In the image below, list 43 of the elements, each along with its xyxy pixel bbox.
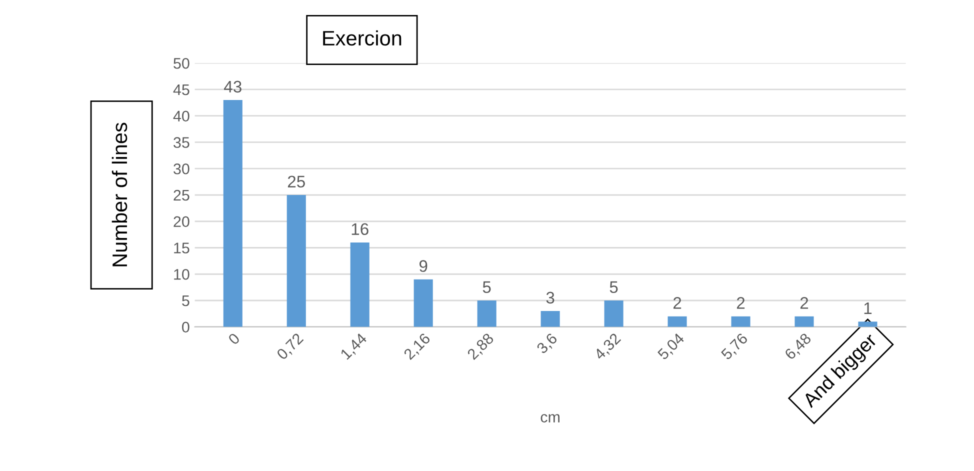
data-label: 2 (736, 297, 745, 309)
bar (794, 316, 814, 327)
data-label: 2 (673, 297, 682, 309)
x-tick-label: 4,32 (593, 332, 622, 362)
x-tick-label: 6,48 (784, 332, 813, 362)
data-label: 5 (482, 281, 491, 294)
x-tick-label: 5,04 (656, 332, 686, 362)
data-label: 25 (288, 176, 305, 188)
bar (731, 316, 750, 327)
bar (604, 300, 624, 327)
y-tick-label: 5 (182, 296, 190, 306)
data-label: 9 (419, 260, 428, 272)
y-tick-label: 45 (173, 84, 190, 96)
data-label: 16 (352, 223, 368, 236)
data-label: 5 (610, 281, 618, 294)
bar (668, 316, 687, 327)
y-tick-label: 15 (174, 242, 190, 254)
x-tick-label: 5,76 (720, 332, 750, 362)
data-label: 43 (224, 80, 242, 93)
x-tick-label: 0,72 (276, 332, 306, 362)
y-tick-label: 35 (174, 137, 190, 148)
bar (858, 322, 878, 327)
bar (350, 242, 370, 327)
data-label: 2 (800, 297, 808, 309)
y-tick-label: 50 (174, 58, 190, 69)
y-tick-label: 20 (174, 216, 190, 228)
data-label: 1 (864, 302, 872, 314)
y-tick-label: 30 (174, 163, 190, 174)
data-label: 3 (546, 292, 554, 304)
x-axis-title: cm (540, 414, 560, 422)
y-tick-label: 0 (182, 322, 190, 333)
bar (477, 300, 496, 327)
x-tick-label: 0 (228, 332, 240, 346)
bar (286, 194, 306, 327)
y-tick-label: 10 (174, 268, 190, 280)
chart-title: Exercion (323, 30, 402, 46)
x-tick-label: 3,6 (536, 332, 560, 356)
y-tick-label: 25 (174, 190, 190, 201)
y-tick-label: 40 (173, 110, 190, 122)
bar (414, 279, 433, 327)
bar (223, 100, 242, 327)
y-axis-title: Number of lines (112, 122, 128, 266)
bar (540, 311, 560, 327)
